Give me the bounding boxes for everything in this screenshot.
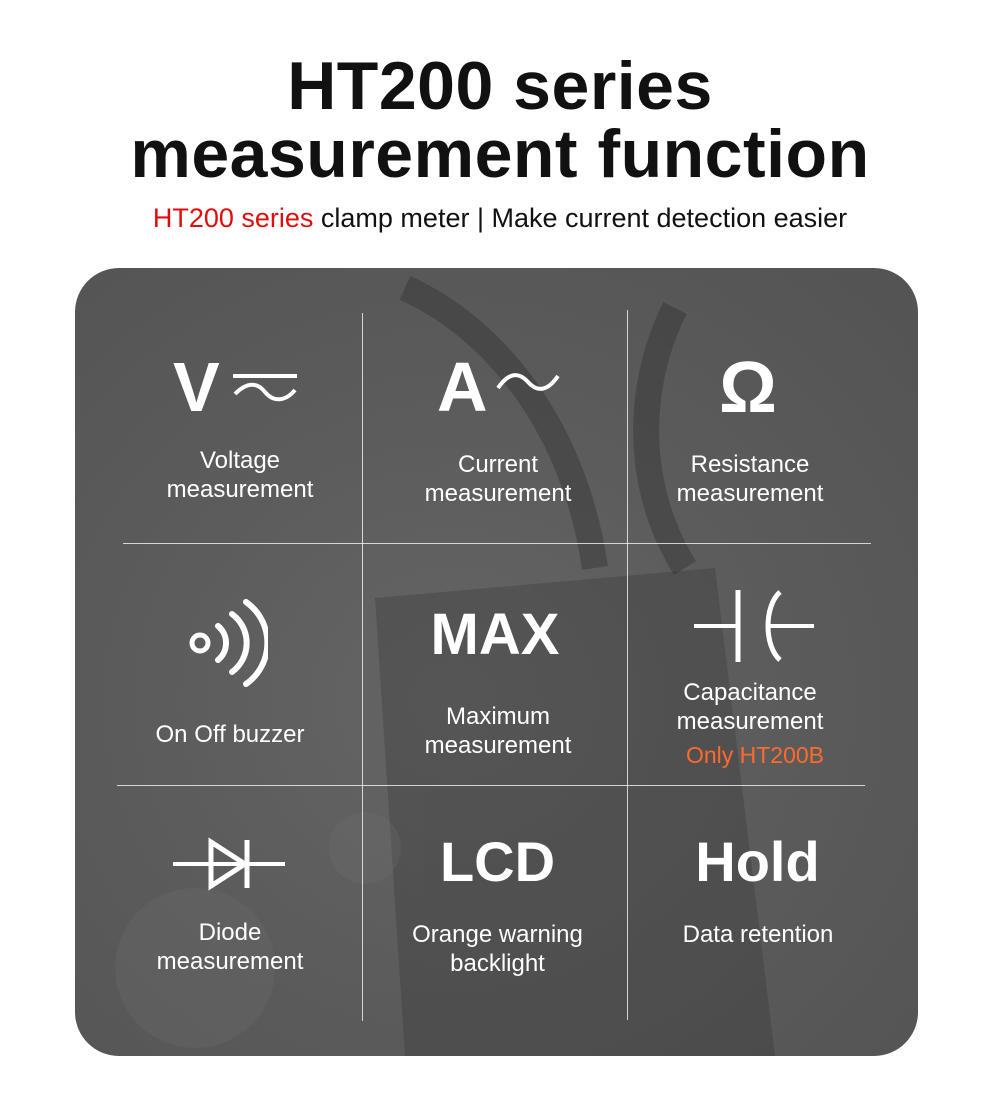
- resistance-label: Resistance measurement: [640, 450, 860, 508]
- capacitance-label-line2: measurement: [676, 708, 824, 735]
- subtitle: HT200 series clamp meter | Make current …: [0, 202, 1000, 234]
- grid-line: [362, 313, 363, 1021]
- hold-symbol: Hold: [695, 830, 820, 893]
- voltage-label: Voltage measurement: [135, 446, 345, 504]
- ac-dc-wave-icon: [233, 374, 297, 402]
- voltage-label-line1: Voltage: [199, 447, 281, 474]
- current-label: Current measurement: [393, 450, 603, 508]
- maximum-label: Maximum measurement: [393, 702, 603, 760]
- ohm-icon: Ω: [719, 348, 777, 428]
- diode-label: Diode measurement: [125, 918, 335, 976]
- voltage-label-line2: measurement: [166, 476, 314, 503]
- grid-line: [123, 543, 871, 544]
- buzzer-label: On Off buzzer: [125, 720, 335, 749]
- capacitor-icon: [694, 590, 814, 662]
- features-panel: V Voltage measurement A Current measurem…: [75, 268, 918, 1056]
- subtitle-highlight: HT200 series: [152, 203, 314, 233]
- maximum-label-line2: measurement: [424, 732, 572, 759]
- voltage-symbol: V: [173, 348, 220, 426]
- resistance-label-line1: Resistance: [690, 451, 810, 478]
- ac-dc-voltage-icon: V: [173, 352, 303, 422]
- hold-label: Data retention: [647, 920, 869, 949]
- lcd-label-line2: backlight: [450, 950, 545, 977]
- grid-line: [627, 310, 628, 1020]
- clamp-meter-background-image: [115, 276, 775, 1056]
- diode-icon: [173, 837, 285, 891]
- diode-label-line2: measurement: [156, 948, 304, 975]
- buzzer-icon: [189, 599, 268, 687]
- diode-label-line1: Diode: [198, 919, 262, 946]
- current-label-line2: measurement: [424, 480, 572, 507]
- capacitance-label: Capacitance measurement: [640, 678, 860, 736]
- lcd-label-line1: Orange warning: [412, 921, 583, 948]
- title-line-2: measurement function: [130, 116, 870, 192]
- resistance-label-line2: measurement: [676, 480, 824, 507]
- title-line-1: HT200 series: [287, 48, 713, 124]
- lcd-symbol: LCD: [439, 830, 556, 893]
- buzzer-label-line1: On Off buzzer: [155, 721, 305, 748]
- current-symbol: A: [437, 348, 488, 426]
- capacitance-label-line1: Capacitance: [683, 679, 817, 706]
- lcd-label: Orange warning backlight: [380, 920, 615, 978]
- current-label-line1: Current: [457, 451, 539, 478]
- ac-wave-icon: [496, 373, 560, 391]
- grid-line: [117, 785, 865, 786]
- hold-label-line1: Data retention: [682, 921, 834, 948]
- maximum-label-line1: Maximum: [445, 703, 550, 730]
- capacitance-model-note: Only HT200B: [685, 742, 825, 768]
- max-symbol: MAX: [430, 602, 560, 667]
- subtitle-rest: clamp meter | Make current detection eas…: [313, 203, 848, 233]
- ac-current-icon: A: [437, 348, 567, 426]
